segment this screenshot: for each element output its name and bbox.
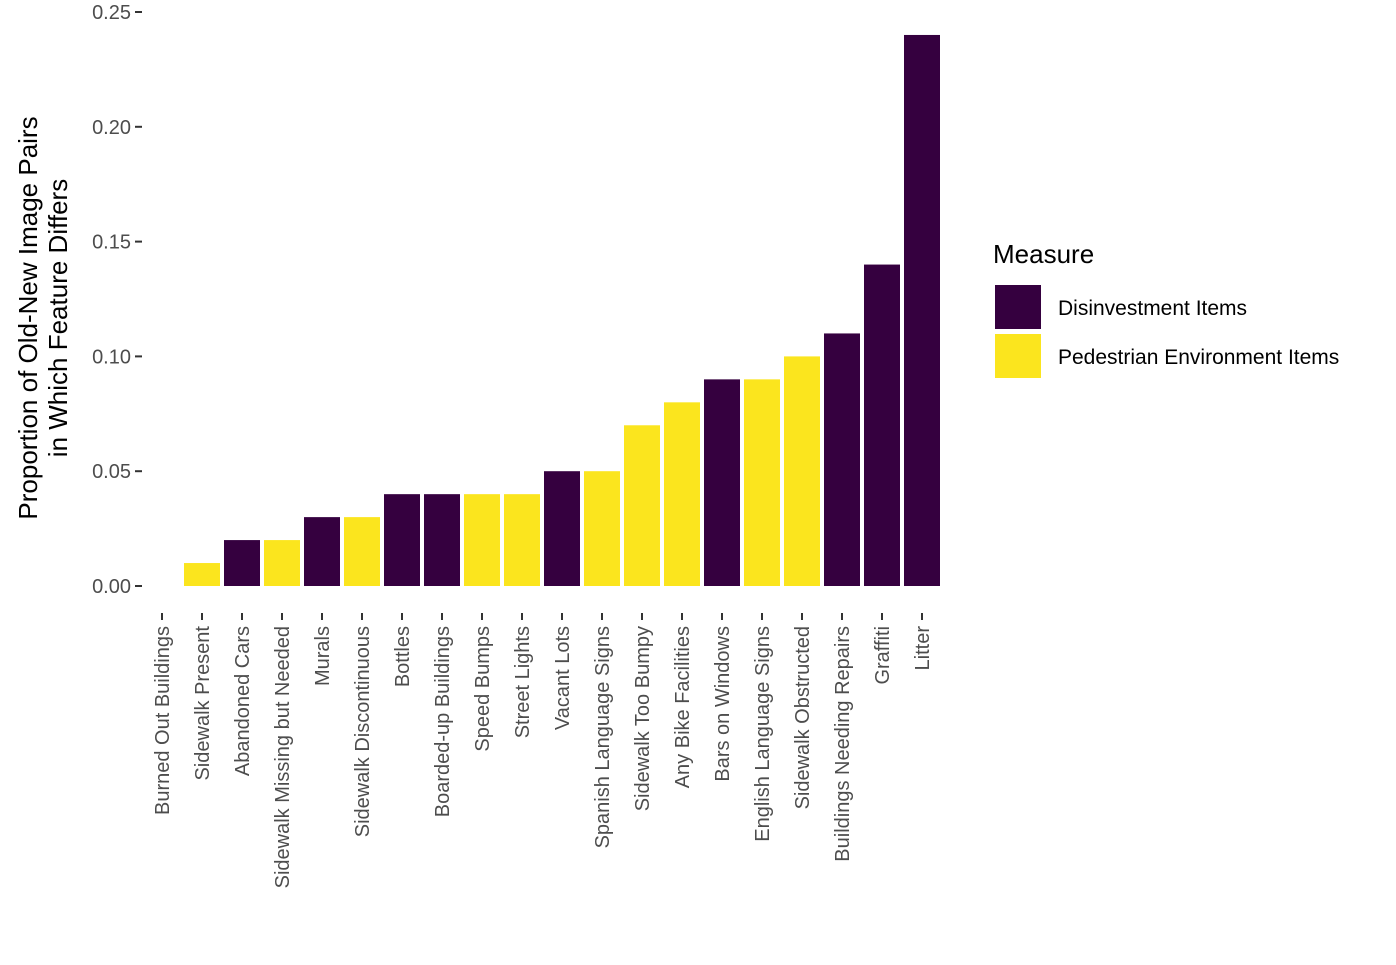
y-tick-label: 0.05 — [92, 461, 131, 483]
bar — [424, 494, 460, 586]
bar — [464, 494, 500, 586]
y-tick-label: 0.10 — [92, 346, 131, 368]
bar — [824, 333, 860, 586]
y-tick-label: 0.00 — [92, 576, 131, 598]
x-tick-label: Buildings Needing Repairs — [832, 626, 854, 862]
x-tick-label: Bars on Windows — [712, 626, 734, 782]
bar — [224, 540, 260, 586]
legend-swatch — [995, 334, 1041, 378]
bar — [624, 425, 660, 586]
bar — [504, 494, 540, 586]
y-tick-label: 0.25 — [92, 2, 131, 24]
bar — [704, 379, 740, 586]
bar — [784, 356, 820, 586]
x-tick-label: Sidewalk Too Bumpy — [632, 626, 654, 811]
x-tick-label: Spanish Language Signs — [592, 626, 614, 848]
x-tick-label: Speed Bumps — [472, 626, 494, 752]
x-tick-label: Sidewalk Missing but Needed — [272, 626, 294, 888]
x-tick-label: Sidewalk Present — [192, 626, 214, 781]
x-tick-label: Abandoned Cars — [232, 626, 254, 776]
x-axis: Burned Out Buildings Sidewalk Present Aban… — [152, 613, 934, 888]
bar — [304, 517, 340, 586]
x-tick-label: Bottles — [392, 626, 414, 687]
x-tick-label: Street Lights — [512, 626, 534, 738]
y-axis-title-line: in Which Feature Differs — [43, 179, 73, 457]
y-axis-title-line: Proportion of Old-New Image Pairs — [13, 116, 43, 519]
legend-entry-label: Pedestrian Environment Items — [1058, 346, 1339, 369]
y-axis: 0.00 0.05 0.10 0.15 0.20 0.25 — [92, 2, 142, 598]
bars — [184, 34, 940, 586]
legend: Measure Disinvestment Items Pedestrian En… — [993, 239, 1339, 378]
bar — [864, 264, 900, 586]
y-tick-label: 0.20 — [92, 117, 131, 139]
x-tick-label: Boarded-up Buildings — [432, 626, 454, 817]
bar — [184, 563, 220, 586]
bar — [264, 540, 300, 586]
bar — [584, 471, 620, 586]
x-tick-label: Sidewalk Discontinuous — [352, 626, 374, 837]
bar — [744, 379, 780, 586]
y-tick-label: 0.15 — [92, 232, 131, 254]
bar — [904, 34, 940, 586]
x-tick-label: Murals — [312, 626, 334, 686]
bar — [384, 494, 420, 586]
bar — [544, 471, 580, 586]
legend-title: Measure — [993, 239, 1094, 269]
x-tick-label: English Language Signs — [752, 626, 774, 842]
x-tick-label: Vacant Lots — [552, 626, 574, 730]
x-tick-label: Litter — [912, 626, 934, 671]
legend-swatch — [995, 285, 1041, 329]
y-axis-title: Proportion of Old-New Image Pairs in Whic… — [13, 116, 73, 519]
x-tick-label: Sidewalk Obstructed — [792, 626, 814, 809]
bar — [344, 517, 380, 586]
x-tick-label: Any Bike Facilities — [672, 626, 694, 788]
bar — [664, 402, 700, 586]
x-tick-label: Graffiti — [872, 626, 894, 685]
legend-entry-label: Disinvestment Items — [1058, 297, 1247, 320]
x-tick-label: Burned Out Buildings — [152, 626, 174, 815]
